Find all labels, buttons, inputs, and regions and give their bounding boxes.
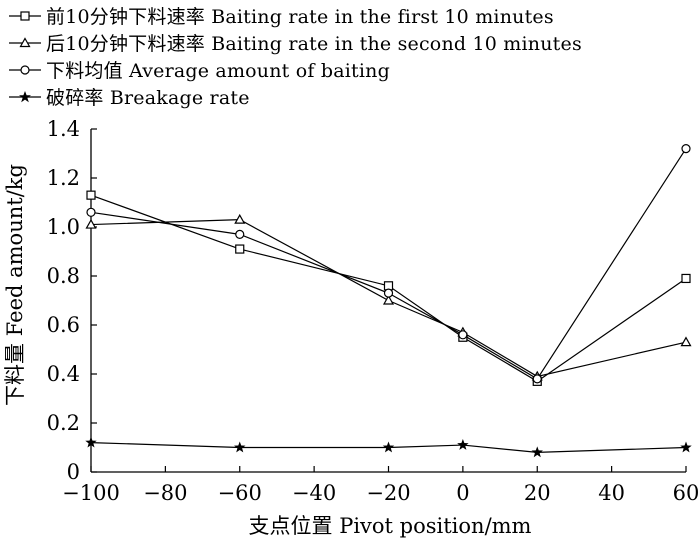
y-tick-label: 1.4 — [47, 117, 80, 141]
star-marker — [85, 436, 97, 448]
y-tick-label: 1.2 — [47, 166, 80, 190]
legend-label: 下料均值 Average amount of baiting — [46, 60, 390, 82]
triangle-marker — [382, 294, 395, 305]
series-lines — [90, 148, 687, 454]
star-marker-icon — [9, 90, 41, 102]
x-tick-label: −80 — [143, 481, 187, 505]
series-line-3 — [90, 148, 687, 380]
legend-item-second-10-min: 后10分钟下料速率 Baiting rate in the second 10 … — [8, 29, 582, 56]
triangle-marker — [680, 336, 692, 347]
square-marker — [235, 244, 245, 254]
x-tick-label: 40 — [598, 481, 625, 505]
circle-marker — [86, 207, 96, 217]
triangle-marker — [234, 213, 246, 224]
series-line-1 — [90, 194, 687, 383]
series-line-4 — [90, 442, 687, 454]
star-marker — [382, 441, 395, 453]
circle-marker — [458, 330, 468, 340]
square-marker — [681, 273, 691, 284]
legend-item-breakage: 破碎率 Breakage rate — [8, 83, 582, 110]
square-marker — [86, 190, 96, 200]
y-tick-label: 0.6 — [47, 313, 80, 337]
legend-label: 前10分钟下料速率 Baiting rate in the first 10 m… — [46, 6, 554, 28]
circle-marker — [235, 229, 245, 239]
triangle-marker — [85, 218, 97, 229]
series-markers — [85, 144, 692, 458]
series-line-2 — [90, 219, 687, 378]
y-tick-label: 0.8 — [47, 264, 80, 288]
legend-item-average: 下料均值 Average amount of baiting — [8, 56, 582, 83]
y-tick-label: 0 — [67, 460, 80, 484]
circle-marker — [383, 288, 394, 298]
y-axis-title: 下料量 Feed amount/kg — [3, 164, 27, 406]
legend-label: 破碎率 Breakage rate — [46, 87, 250, 109]
square-marker-icon — [9, 10, 41, 21]
legend: 前10分钟下料速率 Baiting rate in the first 10 m… — [8, 2, 582, 110]
x-tick-label: −20 — [366, 481, 410, 505]
x-tick-label: −40 — [292, 481, 336, 505]
circle-marker — [681, 144, 691, 154]
circle-marker — [532, 374, 542, 384]
legend-label: 后10分钟下料速率 Baiting rate in the second 10 … — [46, 33, 582, 55]
x-tick-label: 20 — [524, 481, 551, 505]
star-marker — [680, 441, 692, 453]
y-tick-label: 1.0 — [47, 215, 80, 239]
star-marker — [234, 441, 246, 453]
star-marker — [531, 446, 543, 458]
triangle-marker-icon — [9, 36, 41, 47]
y-tick-label: 0.2 — [47, 411, 80, 435]
x-tick-label: 0 — [456, 481, 469, 505]
circle-marker-icon — [9, 64, 41, 75]
x-tick-label: −60 — [218, 481, 262, 505]
x-tick-label: −100 — [62, 481, 120, 505]
star-marker — [457, 439, 469, 450]
axes: 0 0.2 0.4 0.6 0.8 1.0 1.2 1.4 −100 −80 −60 −40 −20 0 2… — [47, 117, 700, 505]
x-tick-label: 60 — [673, 481, 700, 505]
legend-item-first-10-min: 前10分钟下料速率 Baiting rate in the first 10 m… — [8, 2, 582, 29]
x-axis-title: 支点位置 Pivot position/mm — [248, 514, 532, 538]
y-tick-label: 0.4 — [47, 362, 80, 386]
